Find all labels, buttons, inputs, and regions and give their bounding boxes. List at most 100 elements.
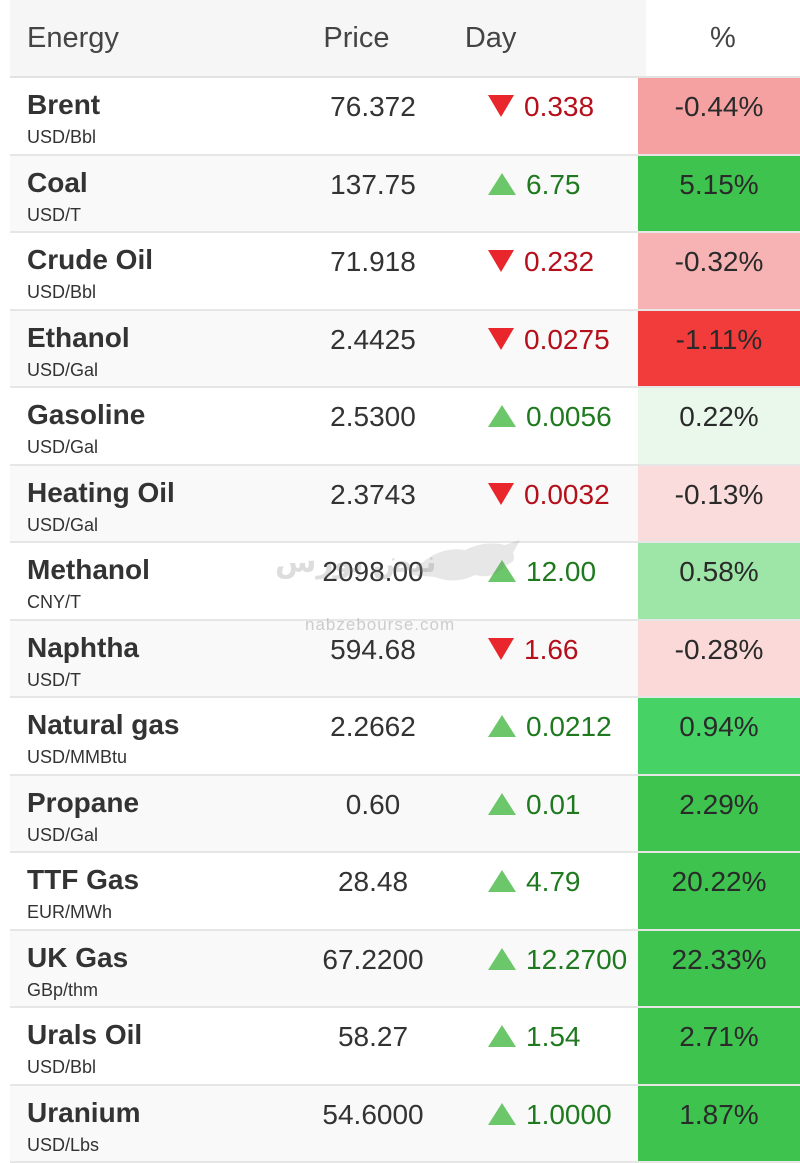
percent-change: 1.87% (638, 1086, 800, 1162)
day-change-value: 0.232 (524, 246, 594, 278)
day-change-cell: 12.2700 (448, 931, 638, 1007)
commodity-cell: Crude Oil USD/Bbl (10, 233, 298, 309)
day-change-value: 0.01 (526, 789, 581, 821)
commodity-name[interactable]: Propane (27, 788, 298, 818)
commodity-unit: USD/T (27, 205, 298, 226)
commodity-unit: USD/Gal (27, 360, 298, 381)
day-change-cell: 1.66 (448, 621, 638, 697)
day-change-value: 12.2700 (526, 944, 627, 976)
commodity-name[interactable]: Natural gas (27, 710, 298, 740)
day-change-value: 0.0032 (524, 479, 610, 511)
commodity-unit: USD/Gal (27, 515, 298, 536)
header-price[interactable]: Price (285, 0, 428, 76)
commodity-name[interactable]: Naphtha (27, 633, 298, 663)
arrow-down-icon (488, 483, 514, 505)
header-day[interactable]: Day (428, 0, 646, 76)
commodity-cell: Heating Oil USD/Gal (10, 466, 298, 542)
commodity-name[interactable]: UK Gas (27, 943, 298, 973)
price-value: 594.68 (298, 621, 448, 697)
day-change-value: 6.75 (526, 169, 581, 201)
day-change-cell: 1.54 (448, 1008, 638, 1084)
percent-change: -0.32% (638, 233, 800, 309)
percent-change: 0.22% (638, 388, 800, 464)
day-change-cell: 1.0000 (448, 1086, 638, 1162)
commodity-unit: EUR/MWh (27, 902, 298, 923)
price-value: 67.2200 (298, 931, 448, 1007)
day-change-cell: 12.00 (448, 543, 638, 619)
commodity-name[interactable]: Coal (27, 168, 298, 198)
day-change-cell: 6.75 (448, 156, 638, 232)
commodity-unit: USD/Lbs (27, 1135, 298, 1156)
commodity-name[interactable]: Methanol (27, 555, 298, 585)
day-change-value: 0.0056 (526, 401, 612, 433)
commodity-name[interactable]: Urals Oil (27, 1020, 298, 1050)
commodity-name[interactable]: Gasoline (27, 400, 298, 430)
percent-change: 2.29% (638, 776, 800, 852)
commodity-unit: USD/Bbl (27, 127, 298, 148)
arrow-down-icon (488, 250, 514, 272)
arrow-up-icon (488, 173, 516, 195)
commodity-name[interactable]: Uranium (27, 1098, 298, 1128)
day-change-cell: 4.79 (448, 853, 638, 929)
price-value: 76.372 (298, 78, 448, 154)
arrow-up-icon (488, 870, 516, 892)
day-change-cell: 0.0056 (448, 388, 638, 464)
percent-change: 5.15% (638, 156, 800, 232)
day-change-cell: 0.0275 (448, 311, 638, 387)
commodity-name[interactable]: TTF Gas (27, 865, 298, 895)
header-percent[interactable]: % (646, 0, 800, 76)
price-value: 2.4425 (298, 311, 448, 387)
commodity-name[interactable]: Crude Oil (27, 245, 298, 275)
commodity-name[interactable]: Ethanol (27, 323, 298, 353)
commodity-cell: UK Gas GBp/thm (10, 931, 298, 1007)
day-change-value: 1.54 (526, 1021, 581, 1053)
price-value: 2.5300 (298, 388, 448, 464)
commodity-name[interactable]: Brent (27, 90, 298, 120)
commodity-unit: USD/T (27, 670, 298, 691)
price-value: 58.27 (298, 1008, 448, 1084)
commodity-unit: USD/Bbl (27, 282, 298, 303)
commodity-cell: Propane USD/Gal (10, 776, 298, 852)
day-change-value: 4.79 (526, 866, 581, 898)
commodity-unit: GBp/thm (27, 980, 298, 1001)
commodity-name[interactable]: Heating Oil (27, 478, 298, 508)
header-energy[interactable]: Energy (10, 0, 285, 76)
arrow-down-icon (488, 328, 514, 350)
commodity-cell: Brent USD/Bbl (10, 78, 298, 154)
percent-change: 22.33% (638, 931, 800, 1007)
price-value: 137.75 (298, 156, 448, 232)
arrow-up-icon (488, 405, 516, 427)
day-change-cell: 0.0212 (448, 698, 638, 774)
percent-change: -0.13% (638, 466, 800, 542)
commodity-unit: USD/Bbl (27, 1057, 298, 1078)
table-header: Energy Price Day % (10, 0, 800, 78)
price-value: 54.6000 (298, 1086, 448, 1162)
day-change-cell: 0.232 (448, 233, 638, 309)
commodity-unit: USD/Gal (27, 437, 298, 458)
commodity-cell: Gasoline USD/Gal (10, 388, 298, 464)
commodity-unit: USD/Gal (27, 825, 298, 846)
arrow-up-icon (488, 793, 516, 815)
day-change-cell: 0.0032 (448, 466, 638, 542)
day-change-cell: 0.338 (448, 78, 638, 154)
day-change-value: 0.0275 (524, 324, 610, 356)
price-value: 2098.00 (298, 543, 448, 619)
day-change-value: 0.0212 (526, 711, 612, 743)
